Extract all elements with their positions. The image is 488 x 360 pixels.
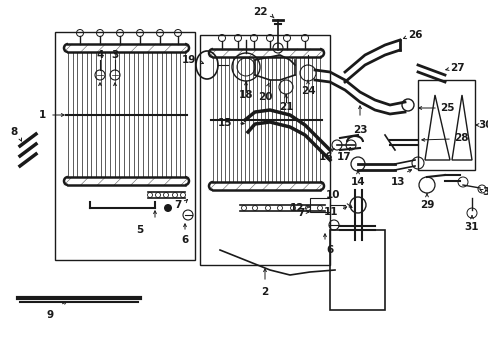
Text: 11: 11 bbox=[323, 207, 337, 217]
Bar bbox=[200, 35, 329, 265]
Text: 6: 6 bbox=[181, 235, 188, 245]
Bar bbox=[55, 32, 195, 260]
Text: 20: 20 bbox=[257, 92, 272, 102]
Text: 26: 26 bbox=[407, 30, 422, 40]
Text: 31: 31 bbox=[464, 222, 478, 232]
Text: 7: 7 bbox=[174, 200, 182, 210]
Text: 3: 3 bbox=[111, 50, 119, 60]
Text: 8: 8 bbox=[11, 127, 18, 137]
Circle shape bbox=[95, 70, 105, 80]
Circle shape bbox=[110, 70, 120, 80]
Text: 23: 23 bbox=[352, 125, 366, 135]
Text: 25: 25 bbox=[439, 103, 453, 113]
Text: 5: 5 bbox=[136, 225, 143, 235]
Text: 13: 13 bbox=[390, 177, 405, 187]
Bar bbox=[329, 230, 384, 310]
Text: 30: 30 bbox=[477, 120, 488, 130]
Text: 15: 15 bbox=[217, 118, 231, 128]
Text: 32: 32 bbox=[481, 187, 488, 197]
Text: 16: 16 bbox=[318, 152, 332, 162]
Text: 29: 29 bbox=[419, 200, 433, 210]
Text: 17: 17 bbox=[336, 152, 350, 162]
Text: 1: 1 bbox=[39, 110, 46, 120]
Text: 18: 18 bbox=[238, 90, 253, 100]
Text: 14: 14 bbox=[350, 177, 365, 187]
Text: 9: 9 bbox=[46, 310, 54, 320]
Text: 10: 10 bbox=[325, 190, 339, 200]
Text: 24: 24 bbox=[300, 86, 315, 96]
Text: 19: 19 bbox=[181, 55, 196, 65]
Text: 12: 12 bbox=[289, 203, 304, 213]
Text: 2: 2 bbox=[261, 287, 268, 297]
Text: 6: 6 bbox=[325, 245, 333, 255]
Text: 7: 7 bbox=[297, 208, 305, 218]
Text: 27: 27 bbox=[449, 63, 464, 73]
Bar bbox=[417, 80, 474, 170]
Text: 4: 4 bbox=[96, 50, 103, 60]
Text: 28: 28 bbox=[453, 133, 468, 143]
Circle shape bbox=[163, 204, 172, 212]
Bar bbox=[309, 198, 329, 212]
Text: 22: 22 bbox=[253, 7, 267, 17]
Text: 21: 21 bbox=[278, 102, 293, 112]
